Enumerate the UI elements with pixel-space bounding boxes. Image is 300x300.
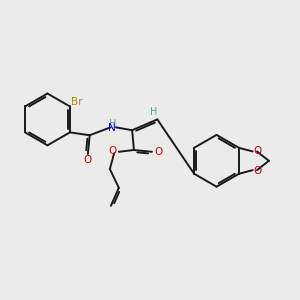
Text: O: O [254,166,262,176]
Text: Br: Br [70,97,82,107]
Text: O: O [109,146,117,156]
Text: N: N [109,123,116,133]
Text: H: H [109,119,116,129]
Text: O: O [83,155,91,165]
Text: O: O [154,147,163,157]
Text: H: H [150,106,158,116]
Text: O: O [254,146,262,156]
